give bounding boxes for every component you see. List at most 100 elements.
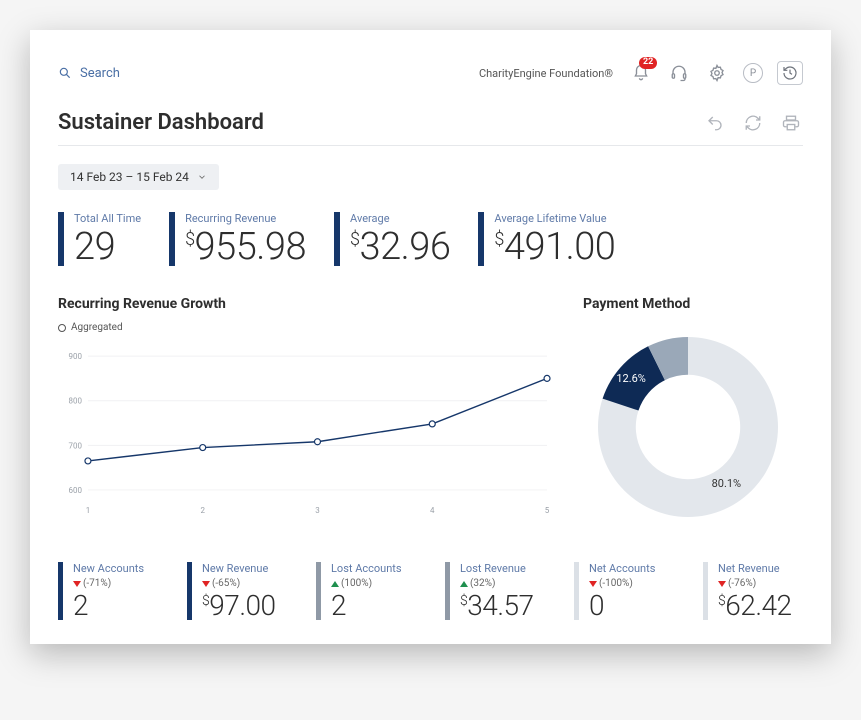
kpi-value: $97.00 [202,592,276,620]
history-button[interactable] [777,61,803,85]
svg-text:5: 5 [545,506,550,515]
date-range-picker[interactable]: 14 Feb 23 – 15 Feb 24 [58,164,219,190]
line-chart-legend: Aggregated [58,322,557,333]
svg-text:700: 700 [69,441,83,450]
kpi-card: Lost Accounts (100%) 2 [316,562,416,620]
svg-text:4: 4 [430,506,435,515]
kpi-delta: (-65%) [202,578,276,589]
kpi-body: Total All Time29 [74,212,141,266]
donut-chart-title: Payment Method [583,296,803,312]
kpi-accent-bar [334,212,340,266]
svg-text:900: 900 [69,352,83,361]
kpi-value: 0 [589,592,655,620]
kpi-accent-bar [574,562,579,620]
kpi-delta-text: (-76%) [728,578,756,589]
kpi-label: New Accounts [73,562,144,575]
kpi-accent-bar [58,212,64,266]
donut-chart-container: Payment Method 80.1% 12.6% [583,296,803,532]
brand-name: CharityEngine Foundation® [479,67,613,80]
kpi-delta: (-71%) [73,578,144,589]
print-button[interactable] [779,111,803,135]
undo-icon [706,114,724,132]
kpi-label: Recurring Revenue [185,212,306,225]
kpi-label: New Revenue [202,562,276,575]
kpi-card: Net Revenue(-76%)$62.42 [703,562,803,620]
bottom-kpi-row: New Accounts (-71%) 2 New Revenue (-65%) $97.… [58,562,803,620]
triangle-down-icon [202,581,210,587]
kpi-card: Net Accounts (-100%) 0 [574,562,674,620]
kpi-label: Average Lifetime Value [494,212,615,225]
currency-prefix: $ [350,229,359,250]
kpi-label: Total All Time [74,212,141,225]
kpi-card: Recurring Revenue $955.98 [169,212,306,266]
kpi-label: Net Accounts [589,562,655,575]
refresh-button[interactable] [741,111,765,135]
kpi-body: New Revenue (-65%) $97.00 [202,562,276,620]
support-button[interactable] [667,61,691,85]
line-chart-container: Recurring Revenue Growth Aggregated 600 7… [58,296,557,532]
kpi-body: Average Lifetime Value $491.00 [494,212,615,266]
page-title: Sustainer Dashboard [58,110,264,135]
kpi-value: $32.96 [350,228,450,266]
kpi-value: 2 [73,592,144,620]
kpi-accent-bar [58,562,63,620]
kpi-body: Lost Revenue(32%)$34.57 [460,562,534,620]
kpi-label: Lost Accounts [331,562,402,575]
search-placeholder: Search [80,66,120,81]
triangle-down-icon [589,581,597,587]
back-button[interactable] [703,111,727,135]
triangle-up-icon [331,581,339,587]
triangle-down-icon [718,581,726,587]
top-bar: Search CharityEngine Foundation® 22 P [58,58,803,88]
kpi-value: $62.42 [718,592,792,620]
kpi-delta: (100%) [331,578,402,589]
kpi-value: $34.57 [460,592,534,620]
search-input[interactable]: Search [58,66,120,81]
line-chart: 60070080090012345 [58,339,557,519]
top-right-controls: CharityEngine Foundation® 22 P [479,61,803,85]
kpi-delta-text: (-100%) [599,578,633,589]
kpi-delta: (-100%) [589,578,655,589]
notification-count-badge: 22 [639,57,657,69]
kpi-value: $491.00 [494,228,615,266]
settings-button[interactable] [705,61,729,85]
top-kpi-row: Total All Time29 Recurring Revenue $955.98… [58,212,803,266]
currency-prefix: $ [460,593,467,609]
printer-icon [782,114,800,132]
kpi-card: New Revenue (-65%) $97.00 [187,562,287,620]
gear-icon [708,64,726,82]
line-chart-title: Recurring Revenue Growth [58,296,557,312]
title-row: Sustainer Dashboard [58,110,803,146]
currency-prefix: $ [202,593,209,609]
kpi-delta: (32%) [460,578,534,589]
profile-initial: P [750,68,756,79]
kpi-card: Lost Revenue(32%)$34.57 [445,562,545,620]
dashboard-panel: Search CharityEngine Foundation® 22 P Su… [30,30,831,644]
donut-slice-label: 80.1% [712,477,742,490]
kpi-accent-bar [478,212,484,266]
kpi-accent-bar [703,562,708,620]
svg-text:600: 600 [69,486,83,495]
legend-marker-icon [58,324,66,332]
date-range-label: 14 Feb 23 – 15 Feb 24 [70,170,189,184]
triangle-up-icon [460,581,468,587]
kpi-value: 2 [331,592,402,620]
kpi-card: New Accounts (-71%) 2 [58,562,158,620]
kpi-body: Recurring Revenue $955.98 [185,212,306,266]
kpi-body: Net Accounts (-100%) 0 [589,562,655,620]
svg-text:1: 1 [86,506,90,515]
kpi-value: $955.98 [185,228,306,266]
kpi-delta-text: (-71%) [83,578,111,589]
kpi-accent-bar [187,562,192,620]
kpi-delta-text: (100%) [341,578,372,589]
chevron-down-icon [197,172,207,182]
profile-button[interactable]: P [743,63,763,83]
kpi-card: Average$32.96 [334,212,450,266]
kpi-body: Lost Accounts (100%) 2 [331,562,402,620]
donut-slice-label: 12.6% [616,372,646,385]
triangle-down-icon [73,581,81,587]
kpi-accent-bar [169,212,175,266]
donut-chart: 80.1% 12.6% [583,322,793,532]
refresh-icon [744,114,762,132]
notifications-button[interactable]: 22 [629,61,653,85]
